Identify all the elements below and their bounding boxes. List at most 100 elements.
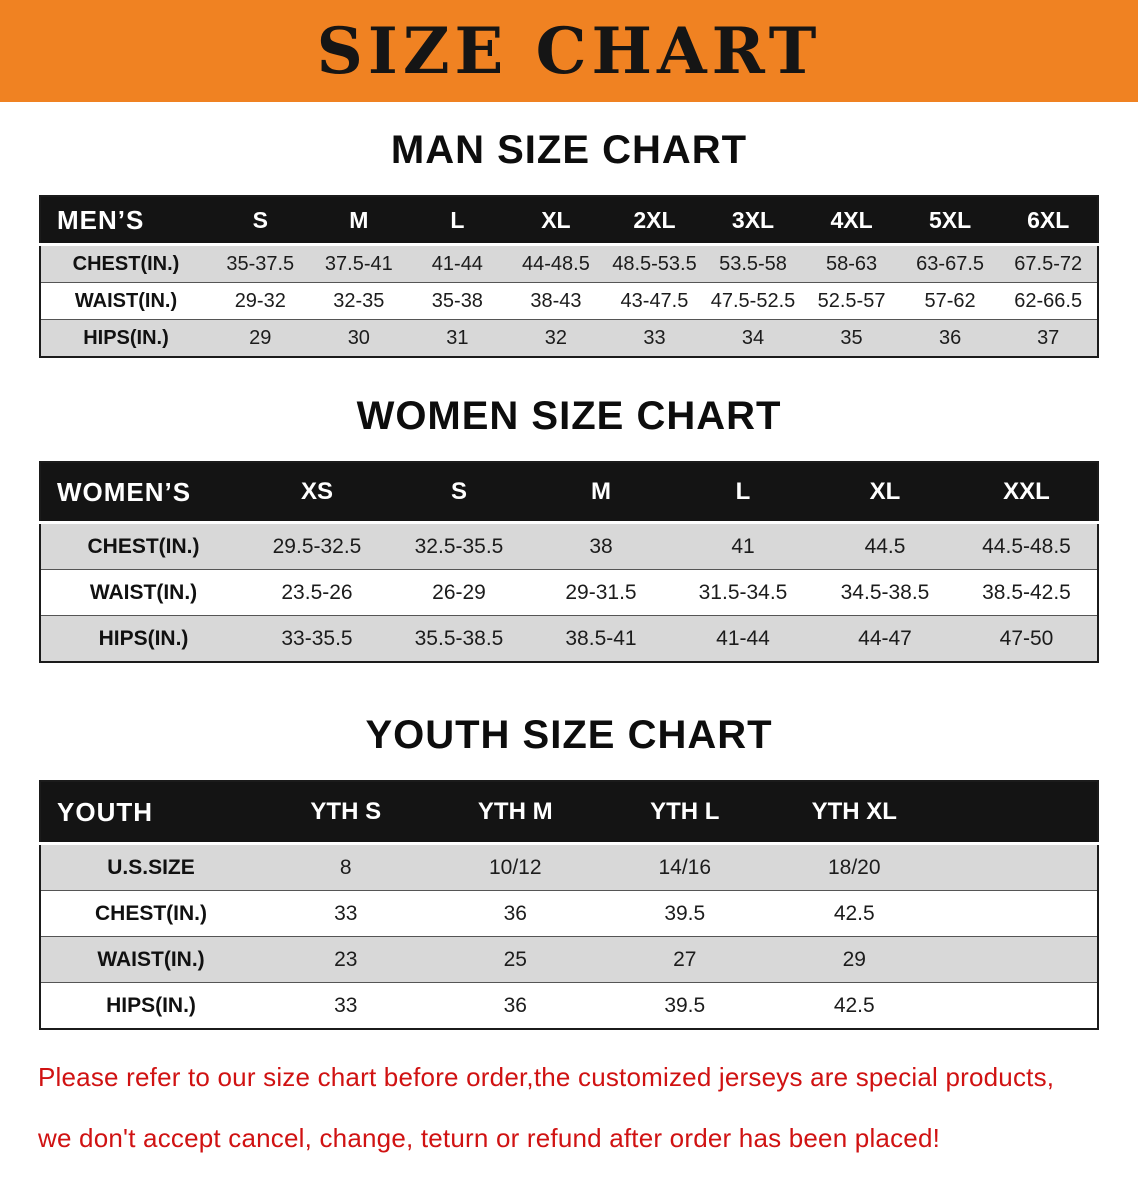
size-column-header: YTH S [261,781,431,845]
men-size-section: MAN SIZE CHART MEN’S S M L XL 2XL 3XL 4XL 5XL 6XL… [0,128,1138,358]
women-size-section: WOMEN SIZE CHART WOMEN’S XS S M L XL XXL CHEST(… [0,394,1138,663]
size-value-cell: 29-31.5 [565,580,637,604]
size-value-cell: 33 [643,326,666,349]
size-value-cell: 39.5 [664,993,706,1017]
size-table-row: HIPS(IN.) 33 36 39.5 42.5 [40,982,1098,1029]
row-label-cell: HIPS(IN.) [106,993,196,1017]
banner: SIZE CHART [0,0,1138,102]
size-table-row: WAIST(IN.) 23 25 27 29 [40,936,1098,983]
size-column-header: 5XL [900,196,1000,246]
row-label-cell: U.S.SIZE [107,855,195,879]
row-label-cell: WAIST(IN.) [74,289,178,312]
size-value-cell: 42.5 [833,993,875,1017]
header-spacer-cell [939,781,1098,845]
size-value-cell: 67.5-72 [1014,252,1083,275]
size-column-header: XL [814,462,956,524]
size-value-cell: 33-35.5 [281,626,353,650]
size-value-cell: 47.5-52.5 [710,289,796,312]
size-value-cell: 38 [589,534,613,558]
size-value-cell: 31.5-34.5 [698,580,788,604]
women-size-table: WOMEN’S XS S M L XL XXL CHEST(IN.) 29.5-32.5 32.5… [39,461,1099,663]
size-value-cell: 32.5-35.5 [414,534,504,558]
size-table-header-row: WOMEN’S XS S M L XL XXL [40,462,1098,524]
size-value-cell: 38-43 [530,289,582,312]
size-column-header: YTH M [430,781,600,845]
size-value-cell: 35-38 [431,289,483,312]
size-value-cell: 39.5 [664,901,706,925]
size-table-header-row: YOUTH YTH S YTH M YTH L YTH XL [40,781,1098,845]
size-table-row: WAIST(IN.) 29-32 32-35 35-38 38-43 43-47.5 47.… [40,282,1098,320]
size-column-header: S [388,462,530,524]
size-column-header: XS [246,462,388,524]
size-value-cell: 44-47 [858,626,912,650]
disclaimer-line-1: Please refer to our size chart before or… [38,1062,1055,1092]
size-column-header: 4XL [802,196,901,246]
size-value-cell: 18/20 [827,855,881,879]
size-value-cell: 42.5 [833,901,875,925]
size-column-header: M [309,196,409,246]
size-table-row: CHEST(IN.) 33 36 39.5 42.5 [40,890,1098,937]
size-value-cell: 10/12 [488,855,542,879]
size-table-row: HIPS(IN.) 29 30 31 32 33 34 35 36 37 [40,319,1098,357]
size-value-cell: 43-47.5 [620,289,689,312]
size-value-cell: 41-44 [431,252,483,275]
size-value-cell: 31 [446,326,469,349]
row-spacer-cell [939,844,1098,891]
row-label-cell: HIPS(IN.) [83,326,169,349]
size-value-cell: 62-66.5 [1014,289,1083,312]
size-value-cell: 53.5-58 [719,252,787,275]
size-value-cell: 36 [503,993,527,1017]
size-table-row: CHEST(IN.) 35-37.5 37.5-41 41-44 44-48.5 48.5… [40,244,1098,283]
row-spacer-cell [939,937,1098,983]
size-column-header: L [408,196,507,246]
table-corner-label: YOUTH [40,781,261,845]
size-value-cell: 36 [503,901,527,925]
women-section-heading: WOMEN SIZE CHART [356,394,782,438]
size-value-cell: 38.5-42.5 [982,580,1071,604]
size-value-cell: 29 [842,947,866,971]
row-label-cell: WAIST(IN.) [97,947,205,971]
size-value-cell: 36 [938,326,962,349]
row-label-cell: HIPS(IN.) [98,626,189,650]
disclaimer-line-2: we don't accept cancel, change, teturn o… [38,1123,941,1154]
size-value-cell: 63-67.5 [916,252,985,275]
size-value-cell: 41 [731,534,755,558]
size-value-cell: 35 [840,326,863,349]
size-value-cell: 27 [673,947,697,971]
youth-section-heading: YOUTH SIZE CHART [365,713,773,757]
size-value-cell: 58-63 [825,252,878,275]
size-value-cell: 23.5-26 [281,580,353,604]
size-value-cell: 30 [347,326,370,349]
men-section-heading: MAN SIZE CHART [390,128,748,172]
table-corner-label: WOMEN’S [40,462,246,524]
row-spacer-cell [939,891,1098,937]
size-value-cell: 41-44 [716,626,770,650]
size-value-cell: 57-62 [924,289,976,312]
size-column-header: 6XL [999,196,1098,246]
size-value-cell: 29-32 [234,289,286,312]
size-value-cell: 48.5-53.5 [612,252,697,275]
size-value-cell: 14/16 [658,855,712,879]
row-label-cell: WAIST(IN.) [89,580,198,604]
size-value-cell: 37 [1037,326,1060,349]
size-table-row: HIPS(IN.) 33-35.5 35.5-38.5 38.5-41 41-44 44-… [40,615,1098,662]
size-column-header: 3XL [703,196,803,246]
size-value-cell: 34.5-38.5 [840,580,930,604]
size-column-header: XL [506,196,606,246]
size-value-cell: 33 [334,993,358,1017]
size-value-cell: 44.5-48.5 [982,534,1071,558]
size-column-header: M [530,462,672,524]
size-column-header: YTH L [600,781,770,845]
size-value-cell: 38.5-41 [565,626,637,650]
size-value-cell: 32 [544,326,568,349]
size-value-cell: 47-50 [999,626,1054,650]
size-value-cell: 35.5-38.5 [414,626,504,650]
size-value-cell: 25 [503,947,527,971]
disclaimer: Please refer to our size chart before or… [38,1060,1138,1156]
size-table-header-row: MEN’S S M L XL 2XL 3XL 4XL 5XL 6XL [40,196,1098,246]
size-value-cell: 23 [334,947,358,971]
size-column-header: YTH XL [769,781,939,845]
banner-title: SIZE CHART [316,13,822,89]
table-corner-label: MEN’S [40,196,211,246]
